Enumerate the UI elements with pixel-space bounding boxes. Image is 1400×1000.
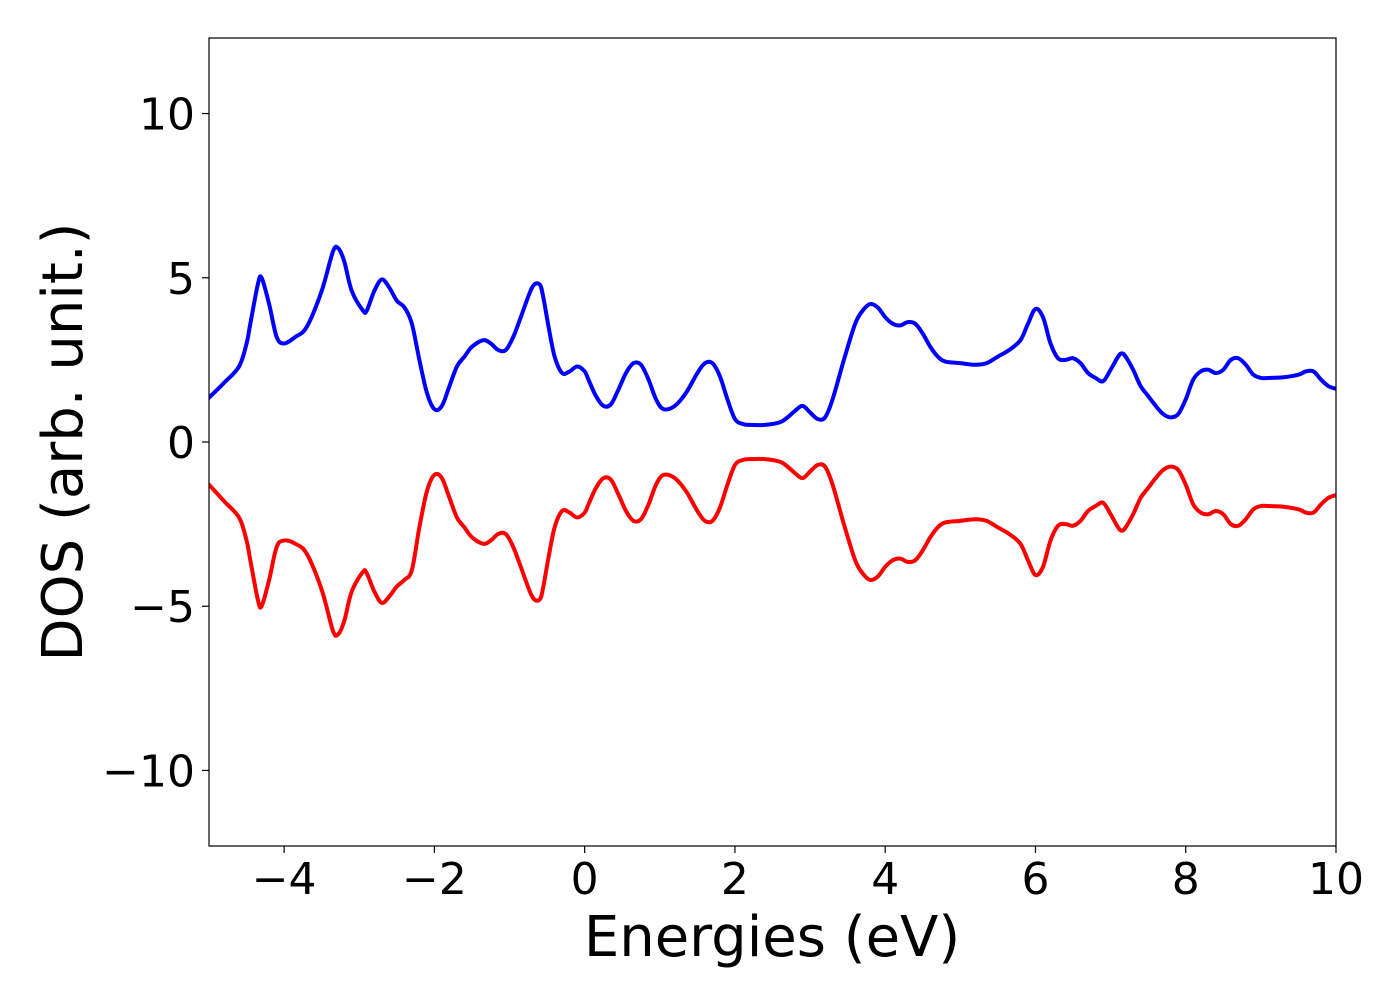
x-tick-label: −4	[252, 854, 317, 905]
y-tick-label: 10	[139, 90, 195, 141]
series-line-red	[209, 456, 1336, 638]
x-tick-label: 10	[1308, 854, 1364, 905]
plot-frame	[208, 37, 1337, 847]
x-tick-label: 8	[1172, 854, 1200, 905]
y-axis: 10 5 0 −5 −10	[102, 90, 209, 797]
y-tick-label: 5	[167, 254, 195, 305]
series-layer	[209, 244, 1336, 638]
x-axis-label: Energies (eV)	[584, 905, 960, 970]
y-tick-label: 0	[167, 418, 195, 469]
x-axis: −4 −2 0 2 4 6 8 10	[252, 846, 1364, 905]
y-axis-label: DOS (arb. unit.)	[31, 222, 96, 661]
x-tick-label: 0	[571, 854, 599, 905]
y-tick-label: −5	[130, 582, 195, 633]
x-tick-label: −2	[402, 854, 467, 905]
series-line-blue	[209, 244, 1336, 428]
x-tick-label: 2	[721, 854, 749, 905]
y-tick-label: −10	[102, 746, 195, 797]
x-tick-label: 6	[1021, 854, 1049, 905]
x-tick-label: 4	[871, 854, 899, 905]
